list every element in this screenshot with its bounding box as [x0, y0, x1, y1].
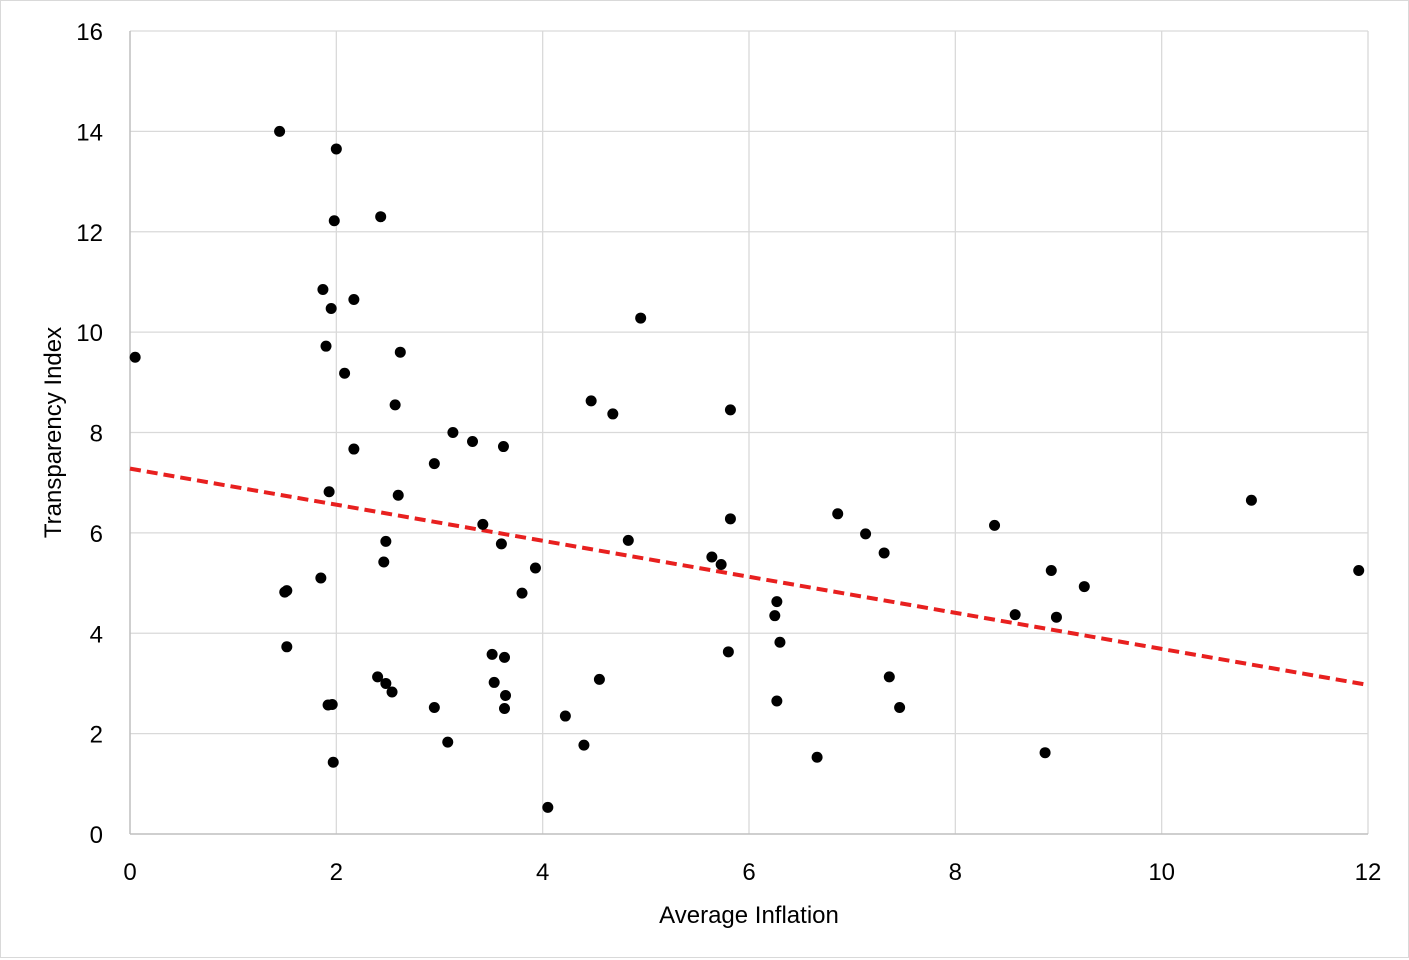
- y-tick-label: 4: [90, 621, 103, 648]
- data-point: [477, 518, 489, 530]
- x-tick-label: 10: [1148, 859, 1175, 886]
- data-point: [281, 585, 293, 597]
- data-point: [860, 528, 872, 540]
- data-point: [559, 710, 571, 722]
- data-point: [706, 551, 718, 563]
- trendline-layer: [129, 466, 1369, 687]
- data-point: [497, 441, 509, 453]
- data-point: [622, 534, 634, 546]
- data-point: [516, 587, 528, 599]
- y-tick-label: 2: [90, 722, 103, 749]
- data-point: [1050, 611, 1062, 623]
- data-point: [498, 651, 510, 663]
- data-point: [498, 703, 510, 715]
- y-tick-label: 0: [90, 822, 103, 849]
- data-point: [447, 427, 459, 438]
- y-tick-label: 10: [76, 320, 103, 347]
- data-point: [386, 686, 398, 698]
- data-point: [894, 702, 906, 714]
- data-point: [428, 702, 440, 714]
- data-point: [392, 489, 404, 501]
- data-point: [722, 646, 734, 658]
- data-point: [585, 395, 597, 407]
- x-tick-label: 8: [949, 859, 962, 886]
- x-tick-label: 0: [123, 859, 136, 886]
- gridlines: [130, 30, 1369, 834]
- data-point: [811, 751, 823, 763]
- y-tick-label: 16: [76, 19, 103, 46]
- data-point: [1353, 565, 1365, 577]
- data-point: [325, 303, 337, 315]
- data-point: [327, 756, 339, 768]
- data-point: [378, 556, 390, 568]
- data-point: [488, 676, 500, 688]
- tick-labels: 0 2 4 6 8 10 12 0 2 4 6 8 10 12 14 16: [76, 19, 1381, 886]
- data-point: [495, 538, 507, 550]
- data-point: [467, 436, 479, 448]
- x-tick-label: 12: [1355, 859, 1382, 886]
- y-tick-label: 8: [90, 421, 103, 448]
- data-point: [330, 143, 342, 155]
- data-point: [323, 486, 335, 498]
- data-point: [348, 443, 360, 455]
- y-tick-label: 14: [76, 119, 103, 146]
- x-axis-title: Average Inflation: [659, 902, 839, 929]
- data-point: [771, 695, 783, 707]
- data-point: [878, 547, 890, 559]
- data-point: [1009, 609, 1021, 621]
- data-point: [320, 340, 332, 352]
- data-point: [883, 671, 895, 683]
- data-point: [328, 215, 340, 227]
- data-point: [989, 519, 1001, 531]
- y-tick-label: 12: [76, 220, 103, 247]
- data-point: [771, 596, 783, 608]
- data-point: [769, 610, 781, 622]
- data-point: [832, 508, 844, 520]
- x-tick-label: 4: [536, 859, 549, 886]
- data-point: [394, 346, 406, 358]
- data-point: [317, 283, 329, 295]
- data-point: [1039, 747, 1051, 759]
- data-point: [389, 399, 401, 411]
- data-point: [129, 351, 141, 363]
- data-point: [380, 677, 392, 689]
- data-point: [428, 458, 440, 470]
- data-point: [380, 535, 392, 547]
- x-tick-label: 2: [330, 859, 343, 886]
- data-point: [529, 562, 541, 574]
- data-point: [724, 404, 736, 416]
- data-point: [593, 673, 605, 685]
- x-tick-label: 6: [742, 859, 755, 886]
- data-point: [500, 689, 512, 701]
- data-point: [1078, 581, 1090, 593]
- data-point: [281, 641, 293, 653]
- data-point: [442, 736, 454, 748]
- data-points: [129, 125, 1365, 813]
- data-point: [1045, 565, 1057, 577]
- y-tick-label: 6: [90, 521, 103, 548]
- data-point: [274, 125, 286, 137]
- trendline: [129, 466, 1369, 687]
- data-point: [315, 572, 327, 584]
- data-point: [578, 739, 590, 751]
- data-point: [715, 558, 727, 570]
- data-point: [607, 408, 619, 420]
- data-point: [635, 312, 647, 324]
- data-point: [486, 648, 498, 660]
- y-axis-title: Transparency Index: [40, 327, 67, 538]
- data-point: [1245, 494, 1257, 506]
- data-point: [774, 636, 786, 648]
- data-point: [326, 699, 338, 711]
- axes: [129, 31, 1368, 835]
- data-point: [375, 211, 387, 223]
- data-point: [339, 367, 351, 379]
- data-point: [372, 671, 384, 683]
- data-point: [348, 294, 360, 306]
- data-point: [542, 801, 554, 813]
- data-point: [724, 513, 736, 525]
